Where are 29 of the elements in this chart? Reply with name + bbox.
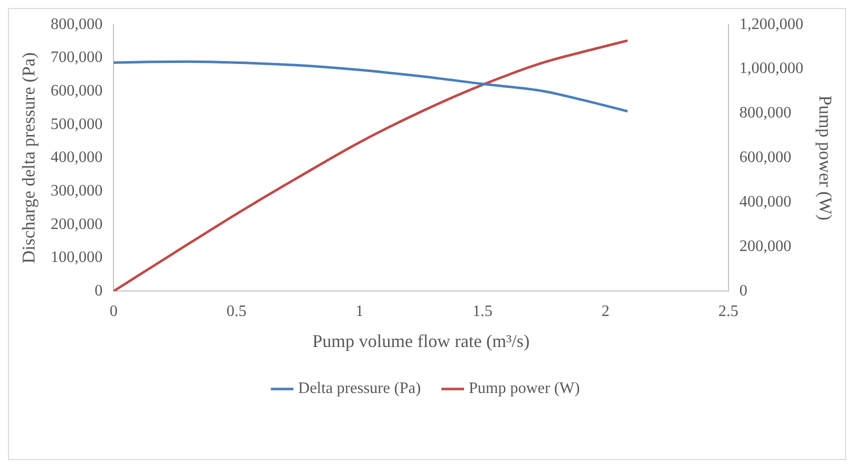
y-tick-label: 700,000 [50, 49, 103, 66]
y-tick-label: 300,000 [50, 182, 103, 200]
y-tick-label: 500,000 [50, 116, 103, 133]
y-tick-label: 100,000 [50, 249, 103, 266]
y2-tick-label: 800,000 [739, 104, 792, 122]
y-tick-label: 600,000 [50, 82, 103, 100]
x-tick-label: 2.5 [718, 303, 738, 320]
y-axis-title: Discharge delta pressure (Pa) [18, 52, 39, 264]
y-tick-label: 0 [94, 282, 103, 300]
y-tick-label: 800,000 [50, 16, 103, 33]
y2-tick-label: 400,000 [739, 194, 792, 211]
x-tick-label: 1.5 [472, 303, 492, 320]
x-tick-label: 1 [356, 303, 364, 320]
y2-tick-label: 0 [739, 282, 748, 300]
y-tick-label: 200,000 [50, 216, 103, 233]
legend-label: Delta pressure (Pa) [298, 380, 421, 398]
x-tick-label: 0.5 [226, 303, 247, 320]
y2-tick-label: 1,000,000 [739, 60, 804, 78]
x-tick-label: 2 [601, 303, 610, 320]
line-series [114, 60, 629, 112]
y2-tick-label: 600,000 [739, 149, 792, 166]
y2-tick-label: 1,200,000 [739, 16, 804, 33]
x-axis-title: Pump volume flow rate (m³/s) [312, 330, 530, 351]
y2-tick-label: 200,000 [739, 238, 792, 255]
legend-label: Pump power (W) [468, 380, 580, 398]
line-series [114, 39, 629, 292]
x-tick-label: 0 [110, 303, 118, 320]
y2-axis-title: Pump power (W) [815, 95, 836, 220]
y-tick-label: 400,000 [50, 149, 103, 166]
